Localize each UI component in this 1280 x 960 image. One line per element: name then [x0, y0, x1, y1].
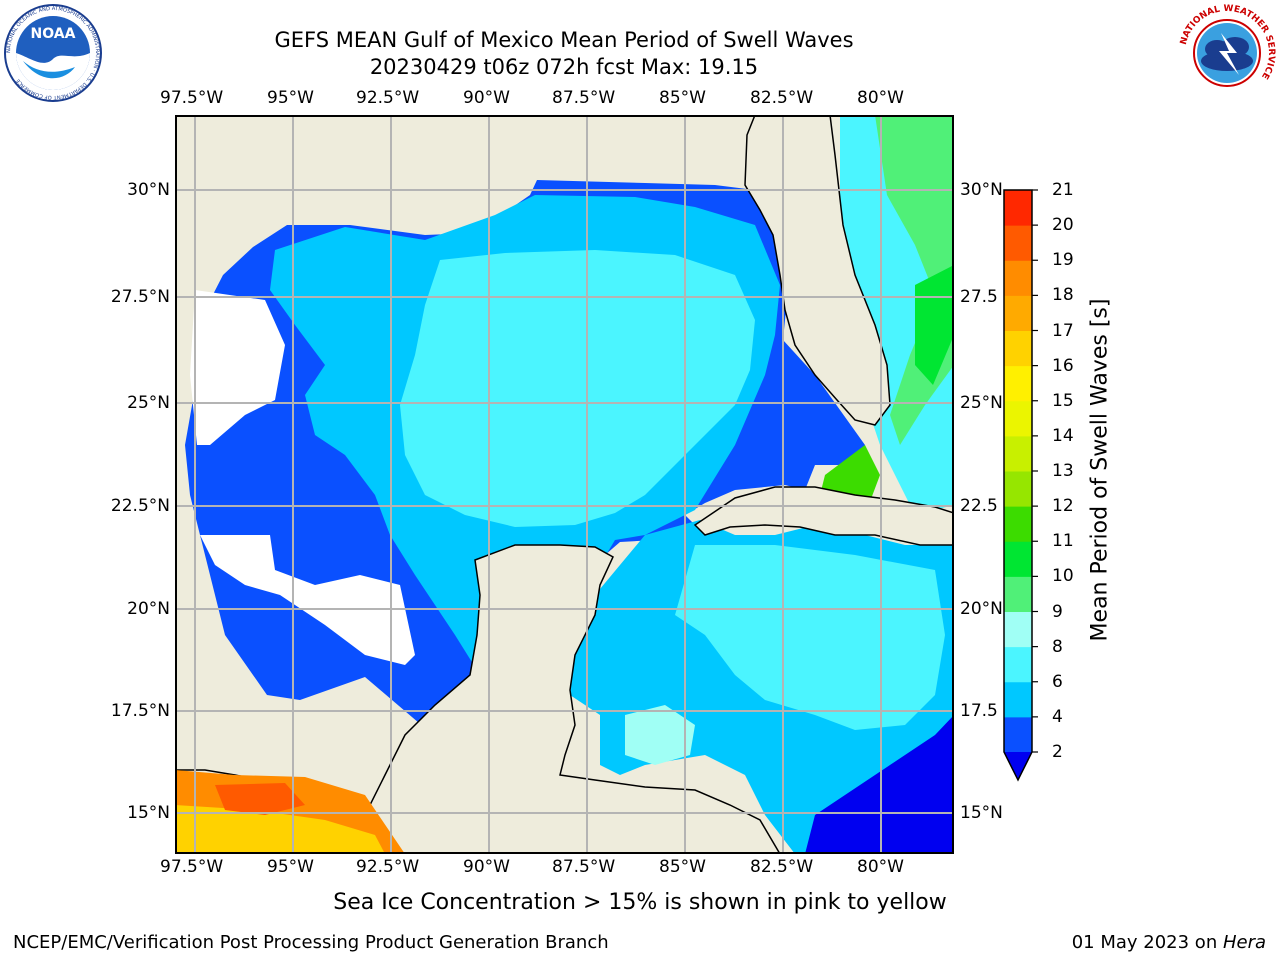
colorbar-extend-triangle	[1004, 752, 1032, 780]
colorbar-band	[1004, 365, 1032, 402]
no-data-area	[200, 535, 415, 665]
atlantic-bright-green	[915, 265, 954, 385]
lon-label: 90°W	[463, 88, 510, 108]
colorbar-band	[1004, 225, 1032, 261]
lat-label: 27.5°N	[110, 287, 170, 307]
colorbar-tick-label: 2	[1052, 742, 1063, 762]
lat-label: 20°N	[960, 599, 1003, 619]
footer-left: NCEP/EMC/Verification Post Processing Pr…	[13, 932, 609, 953]
colorbar-band	[1004, 611, 1032, 648]
noaa-logo: NOAA NATIONAL OCEANIC AND ATMOSPHERIC AD…	[4, 4, 102, 102]
lon-label: 87.5°W	[552, 857, 616, 877]
colorbar-tick-label: 4	[1052, 706, 1063, 727]
lon-label: 82.5°W	[750, 857, 814, 877]
title-line-2: 20230429 t06z 072h fcst Max: 19.15	[369, 55, 759, 79]
footer-right: 01 May 2023 on Hera	[1072, 932, 1266, 954]
colorbar-tick-label: 17	[1052, 320, 1074, 341]
noaa-logo-text: NOAA	[31, 26, 76, 42]
colorbar-tick-labels: 2 4 6 8 9 10 11 12 13 14 15 16 17 18 19 20 21	[1052, 180, 1092, 766]
colorbar-tick-label: 9	[1052, 601, 1063, 622]
footer-date: 01 May 2023 on	[1071, 932, 1223, 953]
lat-label: 25°N	[960, 393, 1003, 413]
swell-period-8-9-patch	[625, 705, 695, 765]
lon-label: 95°W	[267, 857, 314, 877]
lat-label: 30°N	[960, 180, 1003, 200]
lon-label: 82.5°W	[750, 88, 814, 108]
lon-label: 92.5°W	[356, 88, 420, 108]
lon-label: 97.5°W	[160, 857, 224, 877]
colorbar-band	[1004, 506, 1032, 542]
lat-label: 25°N	[127, 393, 170, 413]
lon-label: 80°W	[857, 857, 904, 877]
yucatan-land	[175, 544, 781, 854]
colorbar-tick-label: 21	[1052, 180, 1074, 200]
colorbar-band	[1004, 471, 1032, 507]
colorbar-band	[1004, 681, 1032, 718]
cuba-land	[693, 486, 954, 546]
swell-period-6-8-caribbean	[675, 545, 945, 730]
pacific-warm-swell-core	[215, 783, 305, 815]
colorbar-title: Mean Period of Swell Waves [s]	[1087, 298, 1113, 642]
colorbar-tick-label: 14	[1052, 425, 1074, 446]
colorbar-tick-label: 6	[1052, 671, 1063, 692]
footer-host: Hera	[1222, 932, 1266, 953]
lat-label: 30°N	[127, 180, 170, 200]
caribbean-deep-blue	[805, 715, 954, 854]
lon-label: 80°W	[857, 88, 904, 108]
pacific-warm-swell-inner	[175, 805, 385, 854]
colorbar-band	[1004, 646, 1032, 683]
lon-labels-top: 97.5°W 95°W 92.5°W 90°W 87.5°W 85°W 82.5…	[0, 88, 1280, 110]
colorbar-ticks	[1032, 189, 1038, 753]
lon-labels-bottom: 97.5°W 95°W 92.5°W 90°W 87.5°W 85°W 82.5…	[0, 857, 1280, 879]
title-line-1: GEFS MEAN Gulf of Mexico Mean Period of …	[274, 28, 854, 52]
colorbar-tick-label: 20	[1052, 215, 1074, 236]
lat-label: 17.5	[960, 701, 998, 721]
colorbar-tick-label: 13	[1052, 461, 1074, 481]
lat-label: 22.5	[960, 496, 998, 516]
map-frame	[175, 115, 954, 854]
lat-label: 15°N	[127, 803, 170, 823]
colorbar-band	[1004, 400, 1032, 437]
colorbar-frame	[1003, 189, 1033, 782]
lat-label: 27.5	[960, 287, 998, 307]
no-data-area	[190, 290, 285, 445]
map-plot	[175, 115, 954, 854]
lat-label: 17.5°N	[110, 701, 170, 721]
colorbar-tick-label: 10	[1052, 566, 1074, 587]
lon-label: 85°W	[659, 88, 706, 108]
lon-label: 87.5°W	[552, 88, 616, 108]
colorbar-band	[1004, 190, 1032, 226]
colorbar-band	[1004, 295, 1032, 331]
colorbar-band	[1004, 576, 1032, 612]
colorbar-band	[1004, 716, 1032, 753]
lon-label: 97.5°W	[160, 88, 224, 108]
colorbar-band	[1004, 260, 1032, 296]
colorbar-tick-label: 12	[1052, 496, 1074, 517]
lat-label: 20°N	[127, 599, 170, 619]
colorbar-band	[1004, 330, 1032, 367]
colorbar-tick-label: 8	[1052, 636, 1063, 657]
nws-logo: NATIONAL WEATHER SERVICE	[1179, 4, 1276, 101]
lon-label: 85°W	[659, 857, 706, 877]
colorbar-tick-label: 16	[1052, 355, 1074, 376]
lat-label: 15°N	[960, 803, 1003, 823]
colorbar-tick-label: 18	[1052, 285, 1074, 306]
colorbar-tick-label: 11	[1052, 531, 1074, 552]
colorbar-tick-label: 19	[1052, 250, 1074, 271]
lon-label: 95°W	[267, 88, 314, 108]
sea-ice-note: Sea Ice Concentration > 15% is shown in …	[333, 890, 947, 915]
lon-label: 92.5°W	[356, 857, 420, 877]
graticule	[175, 115, 954, 854]
colorbar	[1003, 189, 1038, 782]
colorbar-tick-label: 15	[1052, 390, 1074, 411]
colorbar-band	[1004, 541, 1032, 577]
colorbar-band	[1004, 435, 1032, 472]
colorbar-bands	[1004, 190, 1032, 753]
florida-land	[744, 115, 891, 426]
lon-label: 90°W	[463, 857, 510, 877]
lat-label: 22.5°N	[110, 496, 170, 516]
